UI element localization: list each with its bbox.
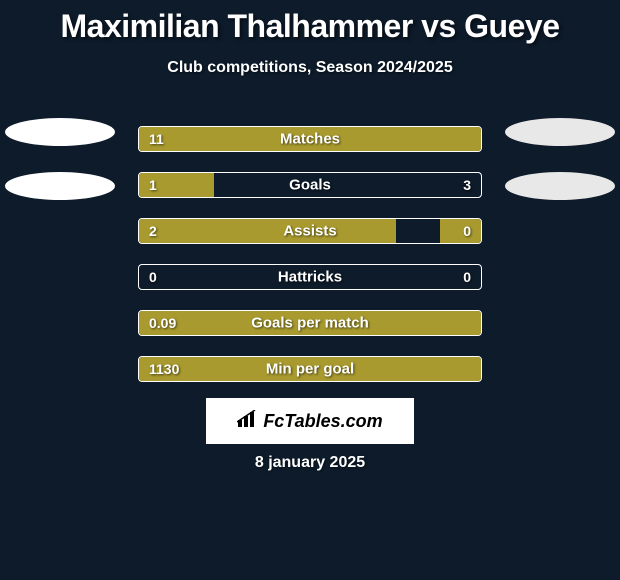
oval-placeholder <box>505 118 615 146</box>
page-title: Maximilian Thalhammer vs Gueye <box>0 0 620 45</box>
stat-row-goals-per-match: 0.09 Goals per match <box>138 310 482 336</box>
stat-row-hattricks: 0 Hattricks 0 <box>138 264 482 290</box>
stat-row-min-per-goal: 1130 Min per goal <box>138 356 482 382</box>
page-subtitle: Club competitions, Season 2024/2025 <box>0 59 620 77</box>
stat-val-right: 0 <box>463 269 471 285</box>
stat-val-right: 0 <box>463 223 471 239</box>
oval-placeholder <box>5 118 115 146</box>
stat-label: Goals per match <box>139 315 481 332</box>
stats-bars: 11 Matches 1 Goals 3 2 Assists 0 0 Hattr… <box>138 126 482 402</box>
player-right-ovals <box>500 118 620 226</box>
stat-val-right: 3 <box>463 177 471 193</box>
fctables-logo: FcTables.com <box>206 398 414 444</box>
stat-row-goals: 1 Goals 3 <box>138 172 482 198</box>
stat-label: Min per goal <box>139 361 481 378</box>
stat-row-assists: 2 Assists 0 <box>138 218 482 244</box>
stat-label: Matches <box>139 131 481 148</box>
stat-label: Hattricks <box>139 269 481 286</box>
oval-placeholder <box>505 172 615 200</box>
stat-label: Assists <box>139 223 481 240</box>
date-text: 8 january 2025 <box>0 454 620 472</box>
stat-row-matches: 11 Matches <box>138 126 482 152</box>
stat-label: Goals <box>139 177 481 194</box>
oval-placeholder <box>5 172 115 200</box>
logo-text: FcTables.com <box>237 410 382 433</box>
player-left-ovals <box>0 118 120 226</box>
logo-label: FcTables.com <box>263 411 382 432</box>
chart-icon <box>237 410 259 433</box>
